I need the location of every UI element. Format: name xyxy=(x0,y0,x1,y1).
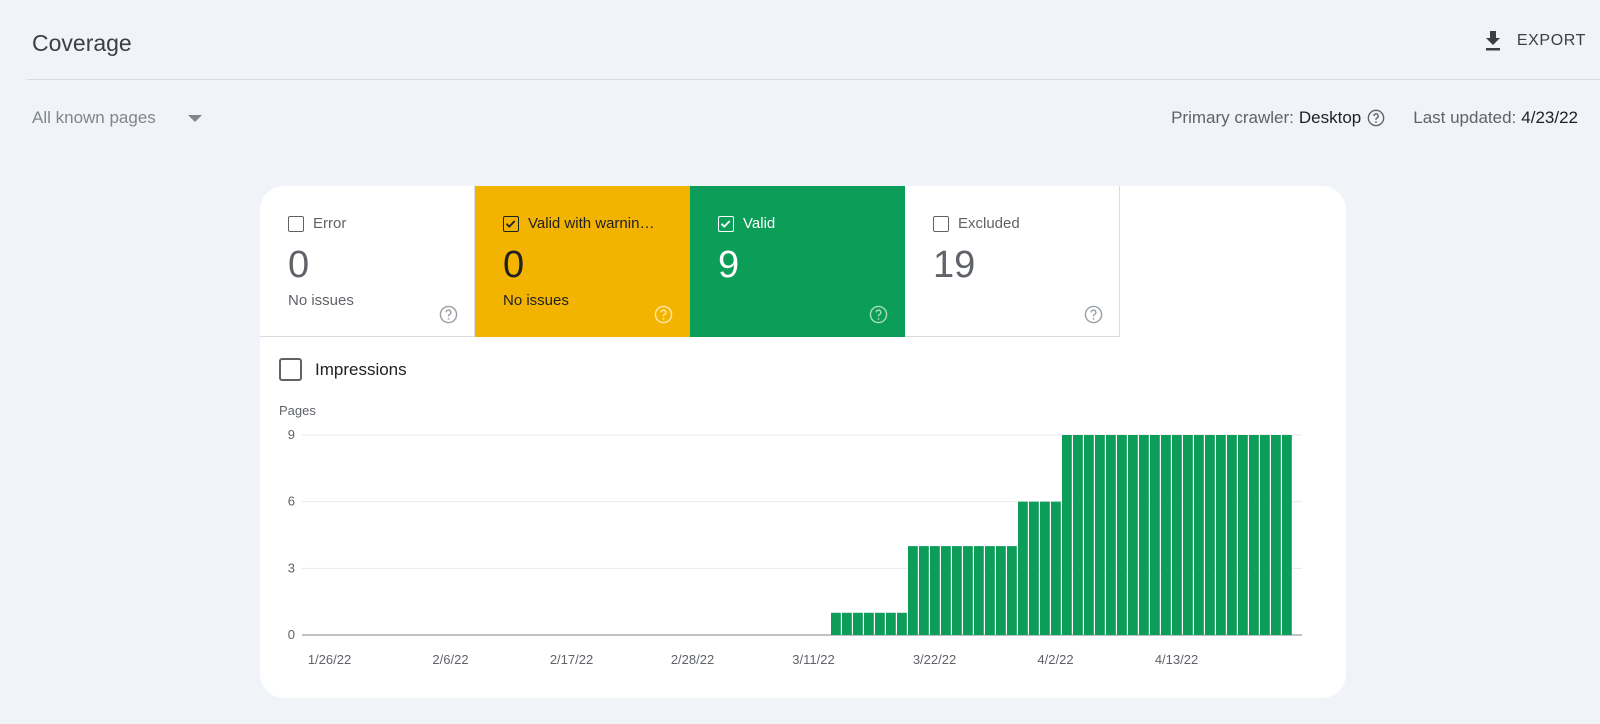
impressions-checkbox[interactable] xyxy=(279,358,302,381)
bar xyxy=(864,612,874,635)
bar xyxy=(1062,435,1072,635)
bar xyxy=(1051,501,1061,635)
bar xyxy=(853,612,863,635)
x-tick-label: 4/2/22 xyxy=(1037,652,1073,667)
bar xyxy=(1139,435,1149,635)
y-tick-label: 9 xyxy=(288,427,295,442)
bar xyxy=(1161,435,1171,635)
x-tick-label: 2/6/22 xyxy=(432,652,468,667)
x-tick-label: 2/17/22 xyxy=(550,652,593,667)
bar xyxy=(886,612,896,635)
impressions-label: Impressions xyxy=(315,359,407,379)
updated-label: Last updated: xyxy=(1413,108,1517,127)
bar xyxy=(974,546,984,635)
coverage-card: Error 0 No issues Valid with warnin… 0 N… xyxy=(260,186,1346,698)
page-filter-dropdown[interactable]: All known pages xyxy=(32,108,202,128)
bar xyxy=(1216,435,1226,635)
x-tick-label: 4/13/22 xyxy=(1155,652,1198,667)
bar xyxy=(1007,546,1017,635)
y-tick-label: 6 xyxy=(288,494,295,509)
x-tick-label: 3/22/22 xyxy=(913,652,956,667)
x-tick-label: 2/28/22 xyxy=(671,652,714,667)
bar xyxy=(842,612,852,635)
help-icon[interactable] xyxy=(439,305,458,324)
bar xyxy=(1040,501,1050,635)
tile-label: Valid with warnin… xyxy=(528,215,655,232)
bar xyxy=(831,612,841,635)
bar xyxy=(1282,435,1292,635)
bar xyxy=(1073,435,1083,635)
x-tick-label: 1/26/22 xyxy=(308,652,351,667)
bar xyxy=(1029,501,1039,635)
bar xyxy=(1249,435,1259,635)
coverage-chart: Pages 0 3 6 9 1/26/22 2/6/22 2/17/22 2/28/22 3/11… xyxy=(279,403,1302,667)
tile-count: 0 xyxy=(288,244,310,286)
y-tick-label: 0 xyxy=(288,627,295,642)
tile-label: Error xyxy=(313,215,347,232)
bar xyxy=(996,546,1006,635)
tile-count: 0 xyxy=(503,244,525,286)
crawler-value: Desktop xyxy=(1298,108,1362,127)
bar xyxy=(963,546,973,635)
tile-valid[interactable]: Valid 9 xyxy=(690,186,905,337)
bar xyxy=(1172,435,1182,635)
bar xyxy=(1194,435,1204,635)
bar xyxy=(897,612,907,635)
page-filter-value: All known pages xyxy=(32,108,156,127)
check-icon xyxy=(720,220,731,228)
help-icon[interactable] xyxy=(1084,305,1103,324)
tile-label: Valid xyxy=(743,215,776,232)
bar xyxy=(919,546,929,635)
bar xyxy=(985,546,995,635)
coverage-meta: Primary crawler: Desktop Last updated: 4… xyxy=(1171,108,1578,128)
bar xyxy=(1183,435,1193,635)
bar xyxy=(1150,435,1160,635)
checkbox[interactable] xyxy=(503,216,519,232)
tile-count: 9 xyxy=(718,244,740,286)
checkbox[interactable] xyxy=(933,216,949,232)
tile-count: 19 xyxy=(933,244,976,286)
checkbox[interactable] xyxy=(718,216,734,232)
bar xyxy=(1018,501,1028,635)
bar xyxy=(1205,435,1215,635)
download-icon xyxy=(1485,31,1500,51)
help-icon[interactable] xyxy=(1367,109,1385,127)
bar xyxy=(1238,435,1248,635)
tile-error[interactable]: Error 0 No issues xyxy=(260,186,475,337)
tile-valid-with-warnings[interactable]: Valid with warnin… 0 No issues xyxy=(475,186,690,337)
export-button[interactable]: EXPORT xyxy=(1481,28,1586,54)
bar xyxy=(941,546,951,635)
crawler-label: Primary crawler: xyxy=(1171,108,1294,127)
bar xyxy=(952,546,962,635)
bar xyxy=(1227,435,1237,635)
help-icon[interactable] xyxy=(869,305,888,324)
bar xyxy=(1084,435,1094,635)
bar xyxy=(930,546,940,635)
updated-value: 4/23/22 xyxy=(1521,108,1578,127)
tile-subtitle: No issues xyxy=(503,292,569,309)
y-tick-label: 3 xyxy=(288,560,295,575)
bar xyxy=(1095,435,1105,635)
check-icon xyxy=(505,220,516,228)
checkbox[interactable] xyxy=(288,216,304,232)
export-label: EXPORT xyxy=(1516,32,1586,49)
bar xyxy=(1117,435,1127,635)
bar xyxy=(1271,435,1281,635)
y-axis-label: Pages xyxy=(279,403,316,418)
x-tick-label: 3/11/22 xyxy=(792,652,834,667)
status-tiles: Error 0 No issues Valid with warnin… 0 N… xyxy=(260,186,1120,337)
page-header: Coverage EXPORT xyxy=(27,0,1600,80)
chevron-down-icon xyxy=(187,114,202,122)
bar xyxy=(1128,435,1138,635)
tile-excluded[interactable]: Excluded 19 xyxy=(905,186,1120,337)
help-icon[interactable] xyxy=(654,305,673,324)
bar xyxy=(1106,435,1116,635)
page-title: Coverage xyxy=(32,30,132,56)
tile-label: Excluded xyxy=(958,215,1020,232)
bar xyxy=(1260,435,1270,635)
tile-subtitle: No issues xyxy=(288,292,354,309)
impressions-toggle[interactable]: Impressions xyxy=(279,358,407,381)
bar xyxy=(908,546,918,635)
bar xyxy=(875,612,885,635)
